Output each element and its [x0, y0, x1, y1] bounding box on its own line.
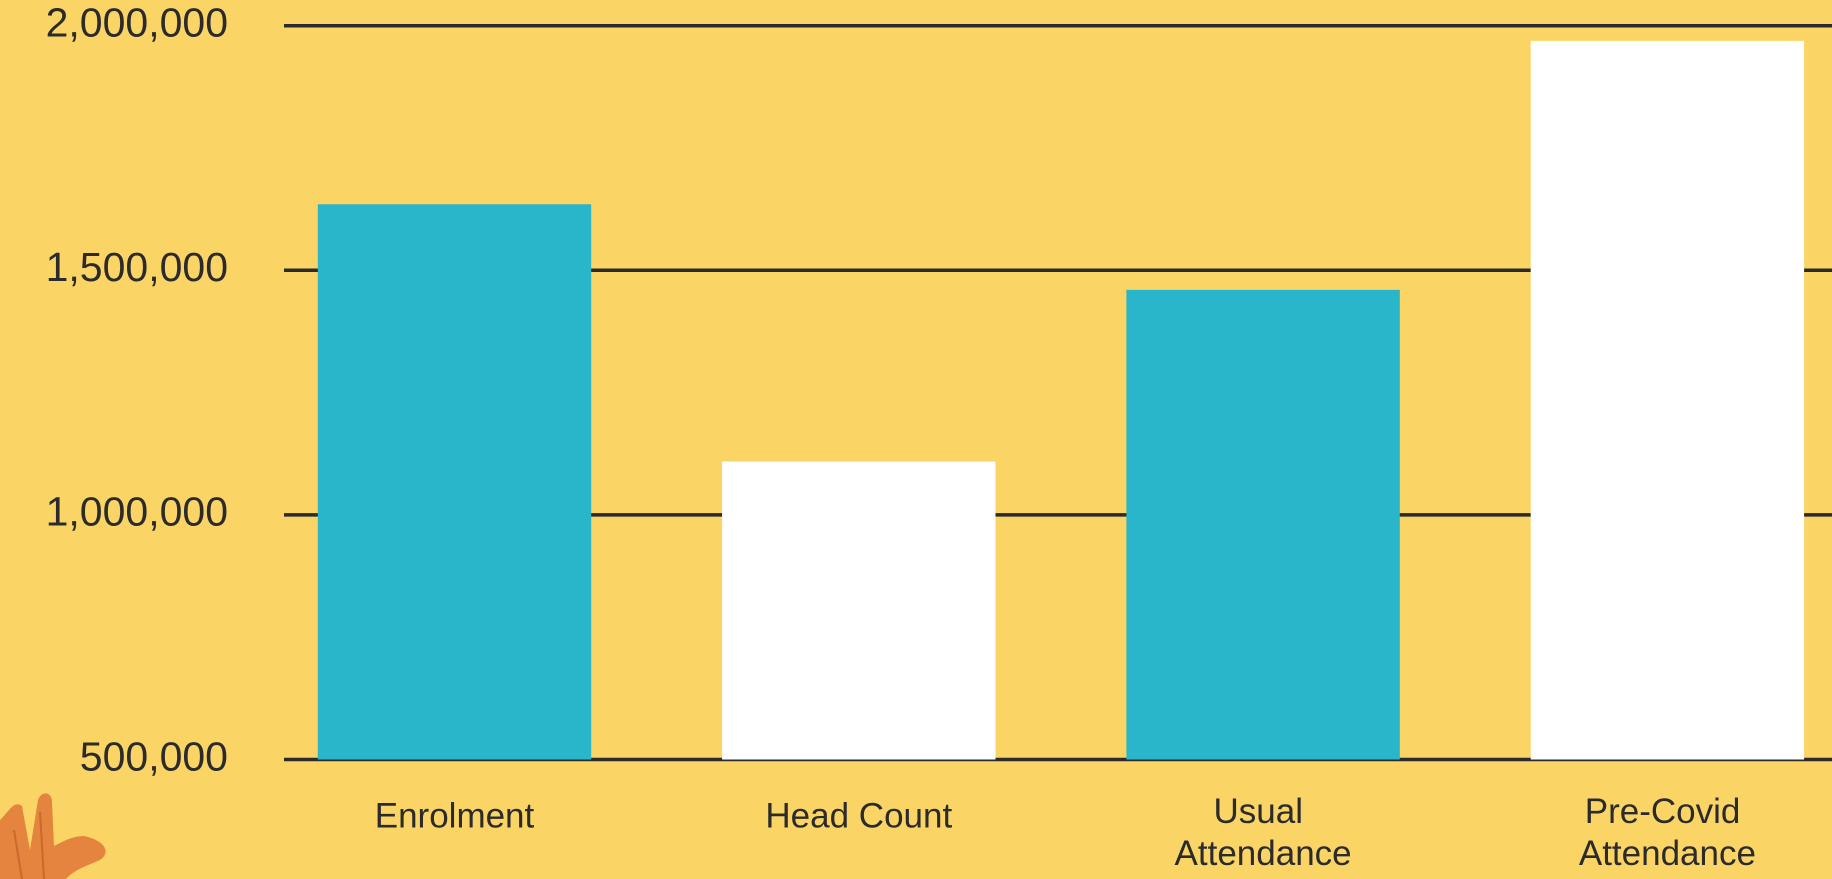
x-tick-label: Head Count [765, 796, 952, 835]
y-tick-label: 1,000,000 [46, 489, 228, 535]
bars [317, 40, 1805, 760]
x-tick-label: Pre-Covid Attendance [1579, 792, 1756, 873]
bar [722, 461, 996, 760]
x-tick-label: Enrolment [375, 796, 535, 835]
bar [317, 204, 592, 760]
y-tick-label: 1,500,000 [46, 244, 228, 290]
bar [1126, 289, 1400, 760]
y-tick-label: 2,000,000 [46, 0, 228, 46]
hand-decoration [0, 793, 106, 879]
x-tick-label: Usual Attendance [1175, 792, 1352, 873]
y-tick-label: 500,000 [80, 733, 228, 779]
bar [1530, 40, 1805, 760]
